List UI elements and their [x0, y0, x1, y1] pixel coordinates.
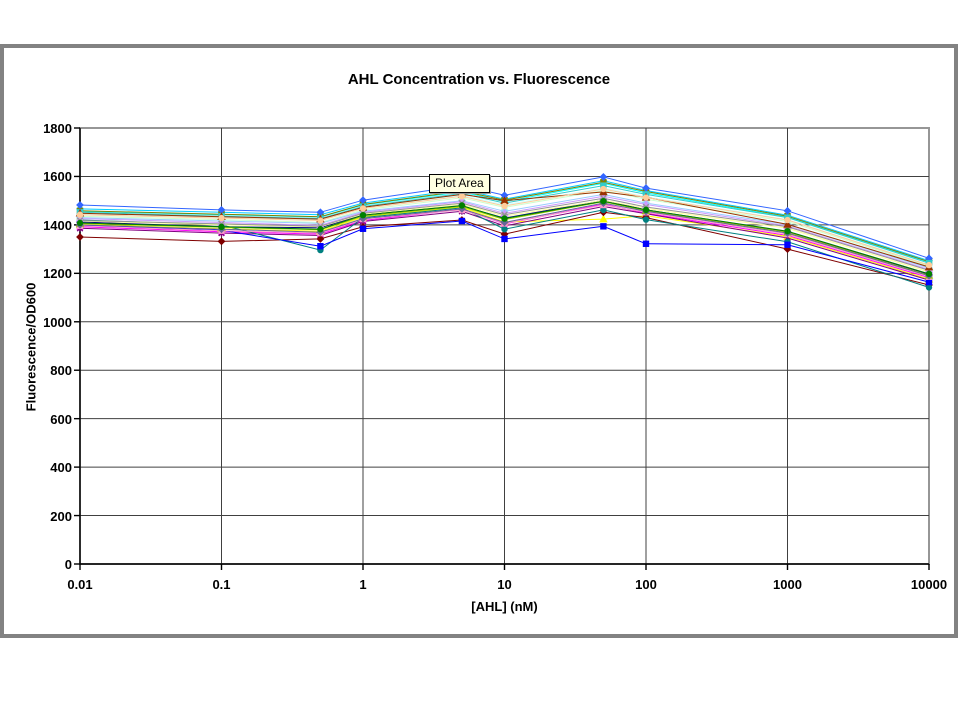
series-marker — [359, 205, 367, 212]
series-marker — [501, 215, 508, 222]
series-marker — [783, 245, 792, 254]
series-marker — [316, 235, 325, 243]
series-marker — [218, 214, 225, 222]
series-marker — [76, 211, 84, 218]
series-marker — [317, 217, 324, 224]
series-marker — [218, 223, 225, 231]
series-line[interactable] — [79, 191, 930, 268]
series-marker — [458, 202, 466, 209]
series-line[interactable] — [79, 181, 930, 263]
plot-area-tooltip: Plot Area — [429, 174, 490, 193]
series-marker — [359, 225, 367, 232]
series-line[interactable] — [79, 202, 930, 277]
series-24[interactable] — [76, 185, 933, 269]
series-23[interactable] — [76, 197, 933, 278]
series-marker — [642, 206, 650, 214]
series-line[interactable] — [79, 180, 930, 262]
series-marker — [501, 202, 508, 210]
series-marker — [501, 235, 508, 243]
series-marker — [600, 223, 607, 230]
series-marker — [317, 243, 324, 250]
series-line[interactable] — [79, 207, 930, 288]
series-marker — [501, 226, 508, 233]
series-marker — [925, 278, 933, 286]
y-axis-title-text: Fluorescence/OD600 — [23, 282, 39, 412]
x-axis-title[interactable]: [AHL] (nM) — [471, 599, 538, 614]
chart-object[interactable] — [0, 44, 958, 638]
series-marker — [783, 206, 792, 215]
series-marker — [784, 227, 791, 235]
series-marker — [784, 241, 791, 248]
series-marker — [599, 214, 608, 223]
series-line[interactable] — [79, 199, 930, 273]
series-marker — [642, 240, 650, 247]
series-marker — [600, 197, 607, 205]
series-marker — [217, 237, 226, 246]
series-marker — [784, 216, 791, 224]
series-line[interactable] — [79, 195, 930, 270]
chart-title[interactable]: AHL Concentration vs. Fluorescence — [347, 71, 611, 88]
series-marker — [783, 219, 792, 228]
series-marker — [359, 212, 367, 219]
series-marker — [76, 201, 84, 209]
series-line[interactable] — [79, 200, 930, 275]
series-marker — [925, 270, 933, 278]
series-line[interactable] — [79, 204, 930, 278]
series-8[interactable] — [76, 217, 933, 286]
series-line[interactable] — [79, 197, 930, 271]
series-marker — [317, 226, 324, 233]
series-marker — [458, 217, 466, 225]
series-marker — [925, 261, 933, 269]
series-line[interactable] — [79, 220, 930, 283]
series-marker — [642, 216, 650, 223]
series-marker — [599, 173, 608, 181]
series-marker — [642, 194, 650, 201]
series-line[interactable] — [79, 193, 930, 269]
series-marker — [600, 185, 607, 193]
series-line[interactable] — [79, 211, 930, 286]
series-marker — [76, 233, 84, 241]
series-line[interactable] — [79, 188, 930, 266]
series-marker — [76, 219, 84, 227]
series-marker — [925, 284, 933, 291]
series-marker — [458, 193, 466, 200]
